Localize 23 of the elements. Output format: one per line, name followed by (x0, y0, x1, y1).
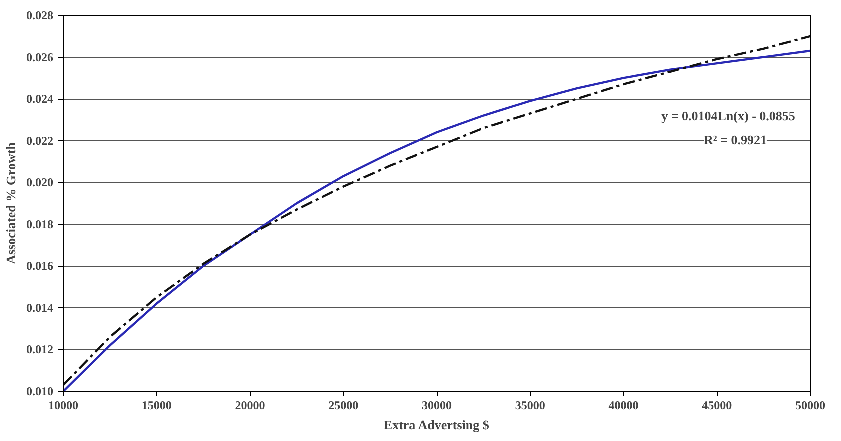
y-tick-label: 0.016 (26, 259, 54, 274)
x-tick-label: 25000 (328, 398, 359, 412)
x-tick-label: 10000 (48, 398, 78, 412)
y-tick-label: 0.024 (26, 92, 54, 106)
y-tick-label: 0.012 (26, 342, 54, 357)
y-tick-label: 0.018 (26, 217, 54, 232)
x-tick-label: 15000 (142, 398, 172, 412)
annotation: R² = 0.9921 (704, 132, 767, 148)
y-axis-title: Associated % Growth (4, 142, 18, 264)
x-tick-label: 45000 (702, 398, 732, 412)
x-tick-label: 40000 (608, 398, 639, 412)
y-tick-label: 0.022 (26, 134, 54, 148)
x-tick-label: 35000 (515, 398, 546, 412)
y-tick-label: 0.010 (26, 384, 54, 398)
x-tick-label: 50000 (796, 398, 826, 412)
y-tick-label: 0.028 (26, 8, 54, 22)
x-tick-label: 20000 (235, 398, 266, 412)
x-tick-label: 30000 (422, 398, 452, 412)
y-tick-label: 0.026 (26, 50, 54, 64)
y-tick-label: 0.014 (26, 300, 54, 315)
annotation: y = 0.0104Ln(x) - 0.0855 (662, 108, 796, 124)
y-tick-label: 0.020 (26, 176, 54, 190)
x-axis-title: Extra Advertsing $ (384, 418, 490, 432)
